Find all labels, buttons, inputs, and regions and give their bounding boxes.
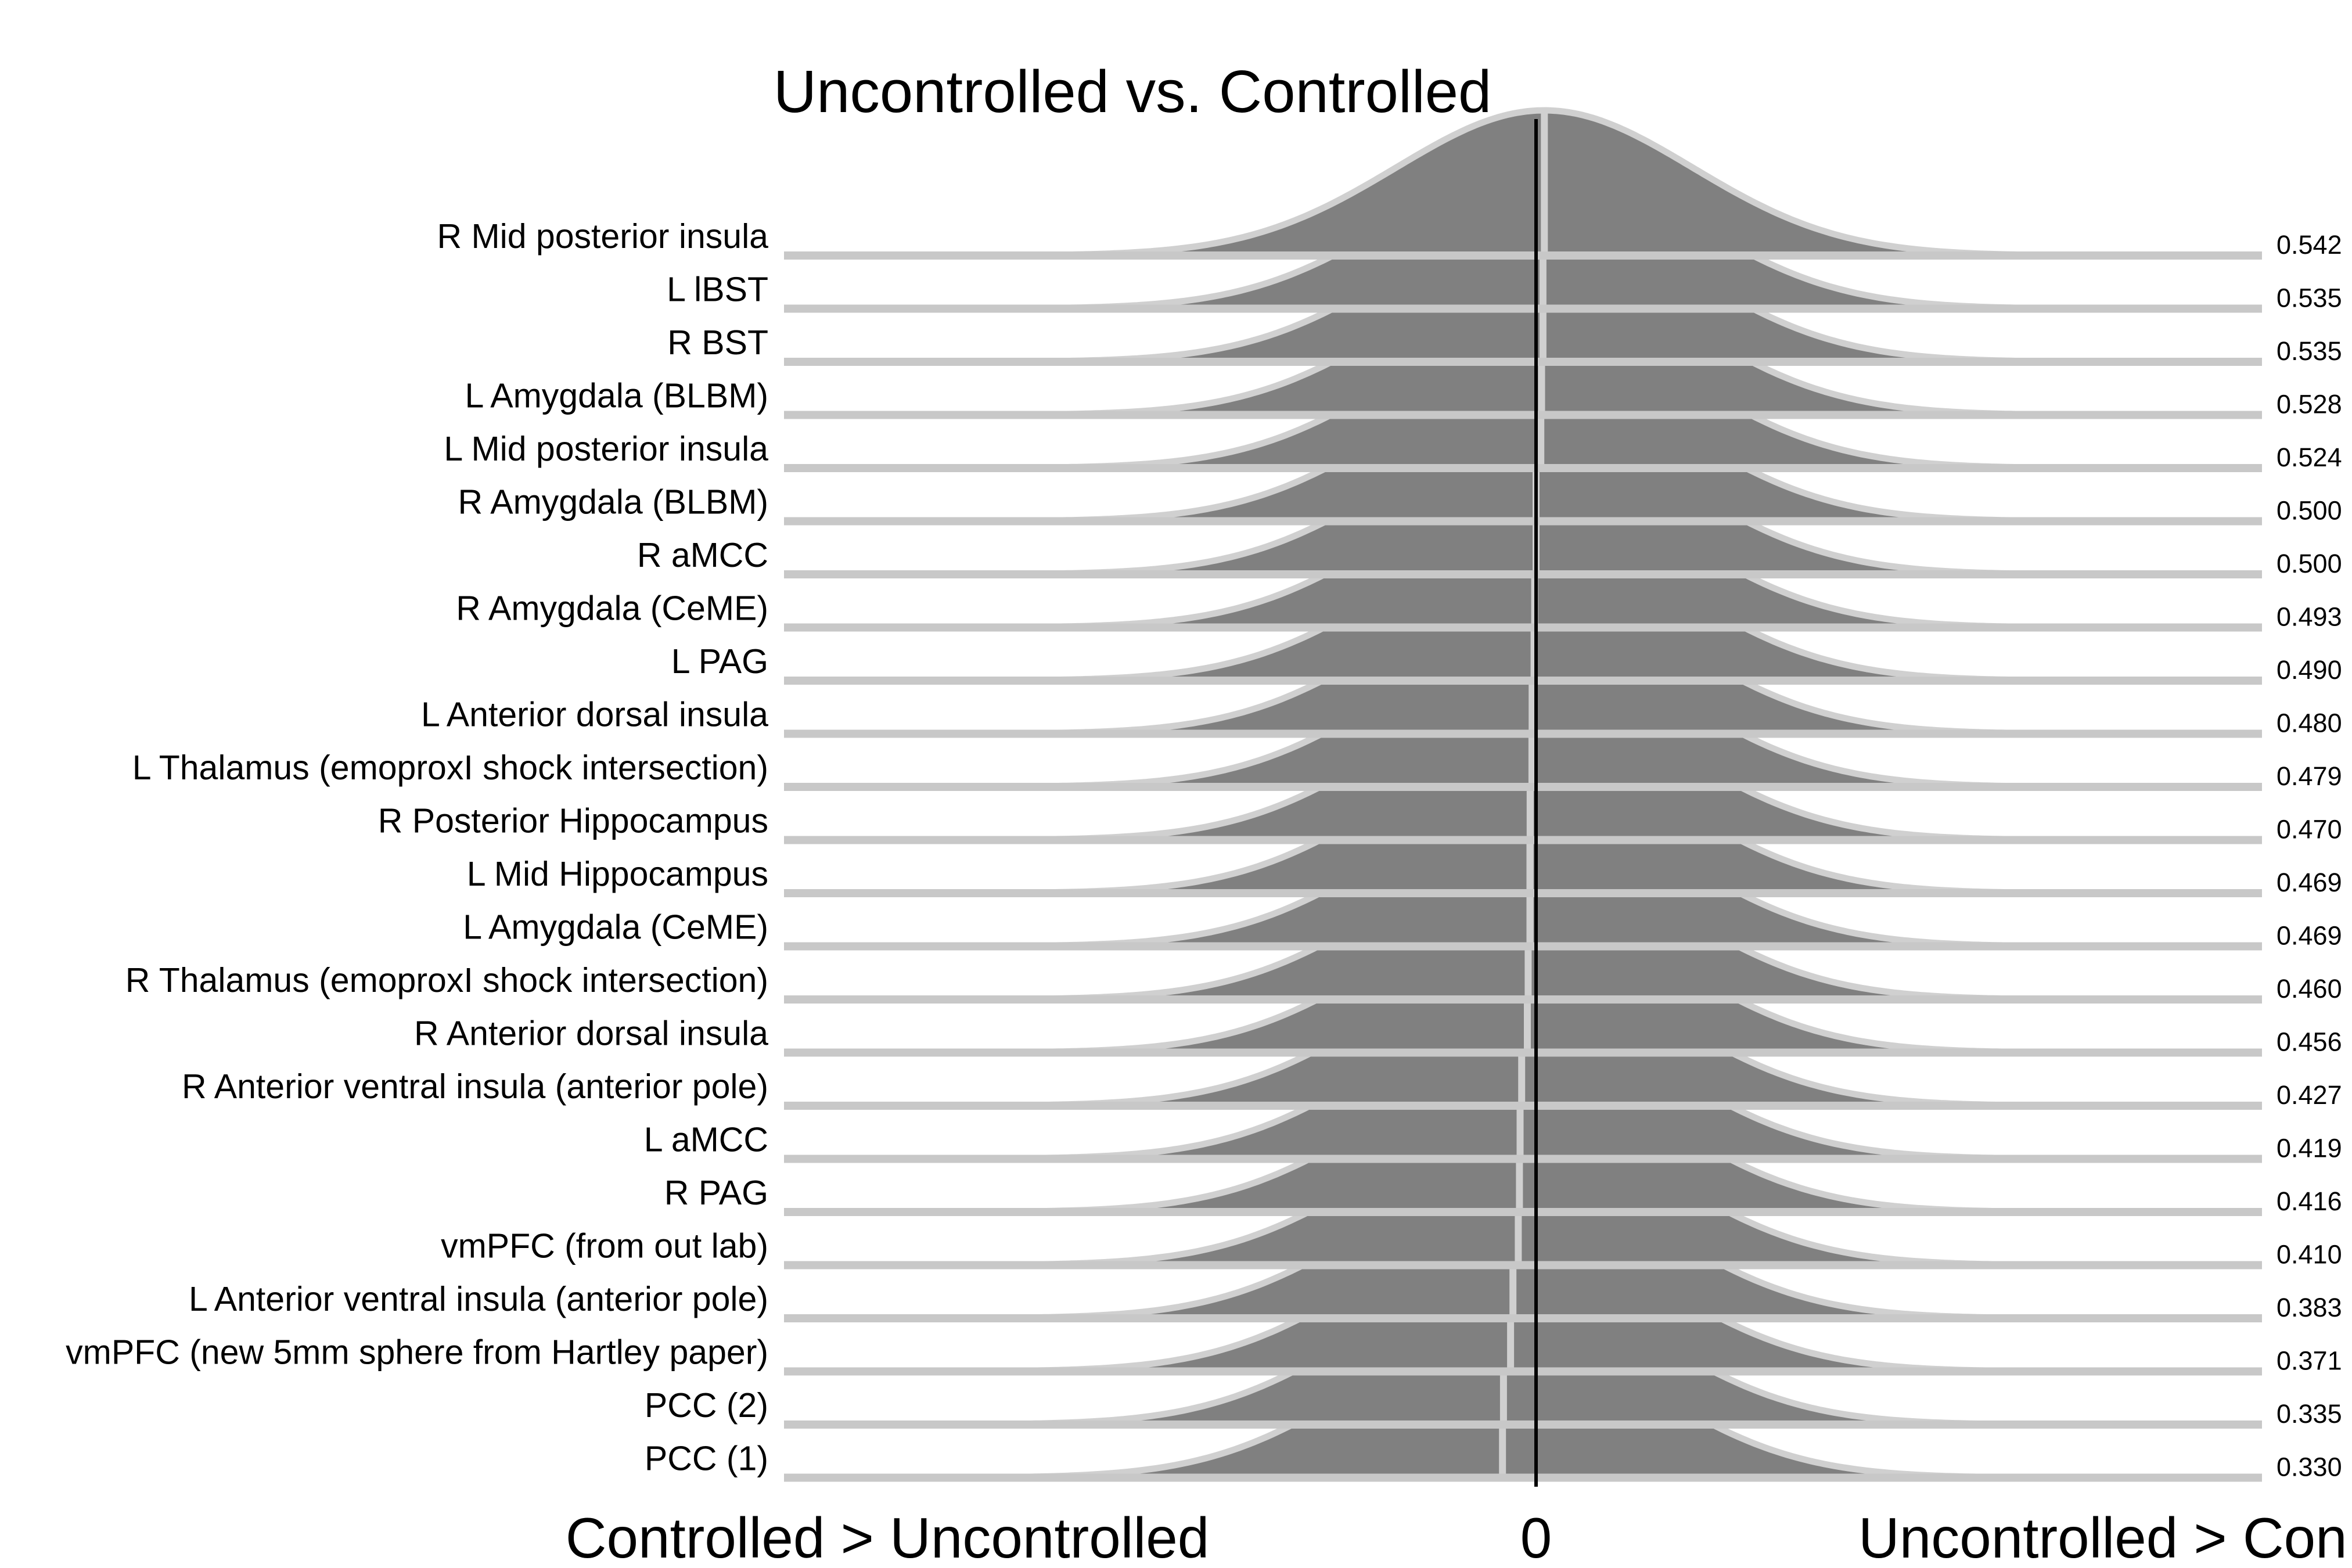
x-axis-zero-label: 0 — [1520, 1506, 1552, 1568]
row-value: 0.410 — [2277, 1240, 2342, 1269]
row-label: L PAG — [671, 642, 768, 681]
row-labels-group: R Mid posterior insula L lBST R BST L Amygd… — [66, 217, 768, 1478]
row-value: 0.470 — [2277, 815, 2342, 844]
row-label: L Mid Hippocampus — [467, 855, 768, 893]
row-label: L lBST — [667, 271, 768, 309]
x-axis-right-label: Uncontrolled > Con — [1858, 1506, 2347, 1568]
row-value: 0.416 — [2277, 1186, 2342, 1216]
row-value: 0.480 — [2277, 709, 2342, 738]
row-value: 0.335 — [2277, 1399, 2342, 1429]
row-value: 0.535 — [2277, 283, 2342, 313]
row-value: 0.460 — [2277, 974, 2342, 1004]
ridges-group — [784, 107, 2262, 1482]
row-label: R Amygdala (CeME) — [456, 589, 768, 628]
row-value: 0.479 — [2277, 761, 2342, 791]
row-label: L Amygdala (CeME) — [463, 908, 768, 947]
row-value: 0.500 — [2277, 496, 2342, 526]
row-label: R PAG — [664, 1174, 768, 1212]
chart-title: Uncontrolled vs. Controlled — [774, 58, 1492, 125]
row-label: L Mid posterior insula — [444, 430, 768, 468]
row-value: 0.542 — [2277, 230, 2342, 260]
ridge-density — [784, 110, 2262, 256]
row-value: 0.535 — [2277, 336, 2342, 366]
row-value: 0.456 — [2277, 1027, 2342, 1057]
row-value: 0.493 — [2277, 602, 2342, 632]
row-label: R Mid posterior insula — [437, 217, 768, 256]
row-label: vmPFC (new 5mm sphere from Hartley paper… — [66, 1333, 768, 1372]
row-label: R Anterior ventral insula (anterior pole… — [182, 1067, 768, 1106]
row-label: L Anterior dorsal insula — [421, 696, 768, 734]
x-axis-left-label: Controlled > Uncontrolled — [566, 1506, 1210, 1568]
row-label: R Amygdala (BLBM) — [458, 483, 768, 522]
ridge-row — [784, 107, 2262, 260]
row-value: 0.371 — [2277, 1346, 2342, 1376]
row-value: 0.469 — [2277, 921, 2342, 951]
row-label: PCC (2) — [645, 1386, 768, 1425]
row-value: 0.524 — [2277, 443, 2342, 472]
row-label: R BST — [667, 323, 768, 362]
row-value: 0.490 — [2277, 655, 2342, 685]
row-value: 0.500 — [2277, 549, 2342, 578]
row-value: 0.469 — [2277, 868, 2342, 897]
row-label: L aMCC — [644, 1121, 768, 1159]
row-label: R Thalamus (emoproxI shock intersection) — [125, 961, 768, 999]
row-label: R Posterior Hippocampus — [378, 802, 768, 840]
row-label: R aMCC — [637, 536, 768, 574]
row-value: 0.419 — [2277, 1134, 2342, 1163]
row-value: 0.528 — [2277, 390, 2342, 419]
row-value: 0.330 — [2277, 1452, 2342, 1482]
row-value: 0.427 — [2277, 1080, 2342, 1110]
row-label: PCC (1) — [645, 1440, 768, 1478]
row-label: L Anterior ventral insula (anterior pole… — [189, 1280, 768, 1318]
row-label: vmPFC (from out lab) — [441, 1227, 768, 1265]
row-values-group: 0.542 0.535 0.535 0.528 0.524 0.500 0.500 0.493… — [2277, 230, 2342, 1482]
row-label: L Thalamus (emoproxI shock intersection) — [132, 749, 768, 787]
row-value: 0.383 — [2277, 1293, 2342, 1322]
row-label: R Anterior dorsal insula — [414, 1015, 768, 1053]
row-label: L Amygdala (BLBM) — [465, 377, 768, 415]
